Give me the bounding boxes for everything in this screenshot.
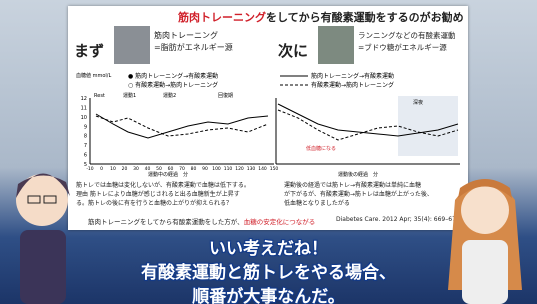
video-frame: 筋肉トレーニングをしてから有酸素運動をするのがお勧め まず 筋肉トレーニング =… — [0, 0, 537, 304]
subtitle: いい考えだね！ — [0, 234, 537, 259]
subtitle: 順番が大事なんだ。 — [0, 282, 537, 304]
subtitle: 有酸素運動と筋トレをやる場合、 — [0, 258, 537, 283]
